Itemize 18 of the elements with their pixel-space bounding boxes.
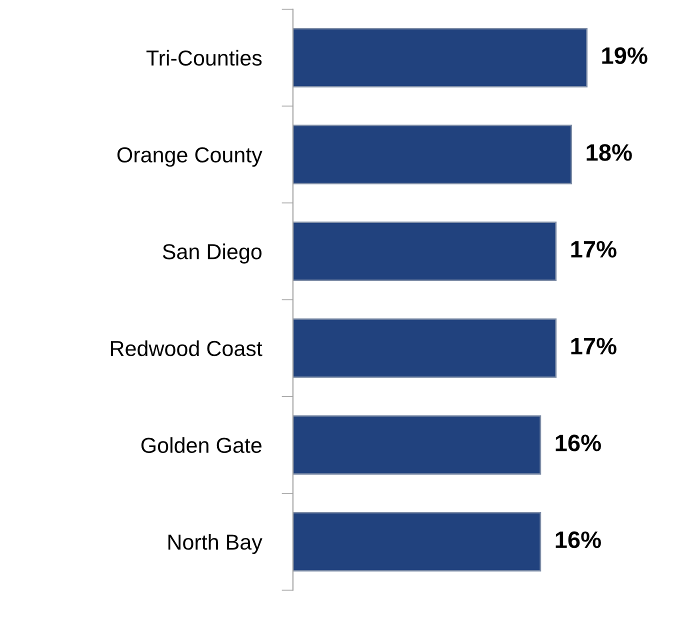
bar <box>292 28 588 88</box>
data-label: 16% <box>556 434 601 452</box>
bar <box>292 318 557 378</box>
y-tick-label: Redwood Coast <box>110 340 262 356</box>
y-tick-label: Golden Gate <box>141 437 262 453</box>
bar <box>292 415 542 475</box>
y-tick-label: Orange County <box>117 147 262 167</box>
data-label: 17% <box>571 338 616 354</box>
bar <box>292 124 572 184</box>
data-label: 16% <box>556 531 601 548</box>
y-tick-label: San Diego <box>162 244 262 264</box>
data-label: 18% <box>586 144 632 161</box>
y-tick-label: Tri-Counties <box>146 50 262 66</box>
bar <box>292 512 542 572</box>
data-label: 17% <box>571 241 616 258</box>
bar <box>292 222 557 282</box>
data-label: 19% <box>602 47 648 64</box>
y-tick-label: North Bay <box>168 534 262 554</box>
